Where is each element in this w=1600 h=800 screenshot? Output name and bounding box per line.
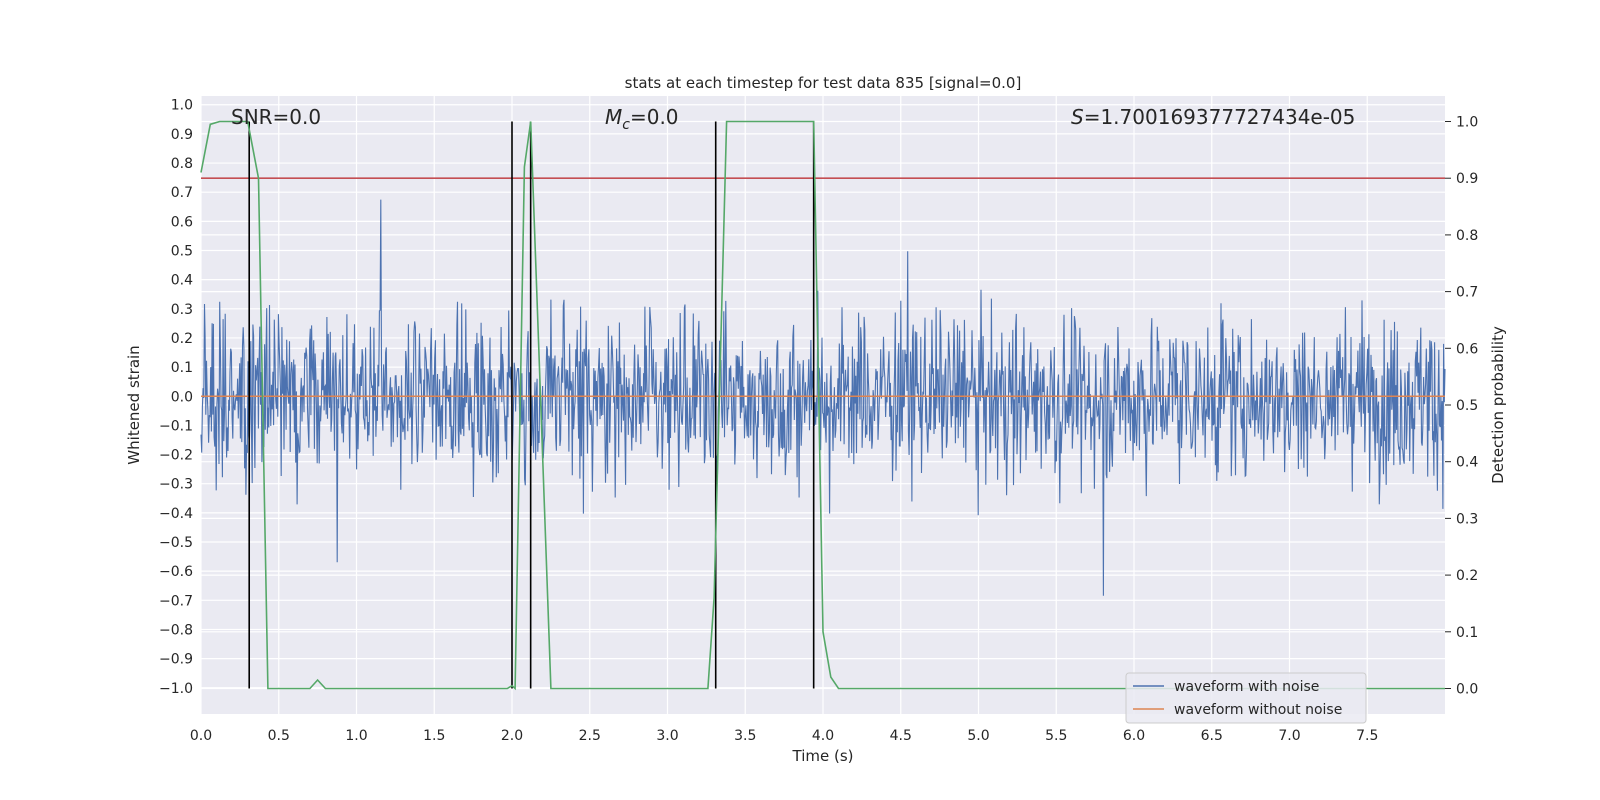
mc-value: =0.0 — [630, 105, 679, 129]
y-tick-label: −0.3 — [159, 477, 193, 493]
x-tick-label: 4.0 — [812, 728, 834, 744]
x-tick-label: 3.0 — [656, 728, 678, 744]
y-tick-label: 0.7 — [171, 185, 193, 201]
x-tick-label: 7.0 — [1278, 728, 1300, 744]
y-right-tick-label: 0.5 — [1456, 398, 1478, 414]
y-right-axis-ticks: 1.0 0.9 0.8 0.7 0.6 0.5 0.4 0.3 0.2 0.1 0.0 — [1445, 115, 1478, 697]
y-right-tick-label: 0.8 — [1456, 228, 1478, 244]
mc-symbol: M — [605, 105, 622, 129]
waveform-with-noise-series — [200, 199, 1446, 596]
y-tick-label: −0.1 — [159, 418, 193, 434]
y-tick-label: 0.5 — [171, 244, 193, 260]
legend-box — [1125, 672, 1367, 724]
y-right-tick-label: 0.4 — [1456, 455, 1478, 471]
y-tick-label: 1.0 — [171, 98, 193, 114]
chirp-mass-annotation: Mc=0.0 — [605, 105, 679, 133]
legend-label-clean: waveform without noise — [1174, 702, 1342, 718]
y-tick-label: −0.6 — [159, 564, 193, 580]
y-right-tick-label: 0.6 — [1456, 341, 1478, 357]
y-tick-label: −0.5 — [159, 535, 193, 551]
y-tick-label: 0.4 — [171, 273, 193, 289]
x-tick-label: 2.0 — [501, 728, 523, 744]
y-tick-label: −0.8 — [159, 622, 193, 638]
x-tick-label: 7.5 — [1356, 728, 1378, 744]
y-tick-label: −0.9 — [159, 652, 193, 668]
legend: waveform with noise waveform without noi… — [1125, 672, 1367, 724]
x-tick-label: 1.5 — [423, 728, 445, 744]
s-value: =1.700169377727434e-05 — [1084, 105, 1356, 129]
y-tick-label: 0.1 — [171, 360, 193, 376]
x-tick-label: 3.5 — [734, 728, 756, 744]
y-tick-label: 0.9 — [171, 127, 193, 143]
y-axis-label: Whitened strain — [125, 345, 143, 464]
s-annotation: S=1.700169377727434e-05 — [1071, 105, 1355, 129]
x-tick-label: 6.5 — [1201, 728, 1223, 744]
x-tick-label: 5.5 — [1045, 728, 1067, 744]
y-right-tick-label: 0.0 — [1456, 681, 1478, 697]
chart-lines — [200, 120, 1445, 691]
y-tick-label: 0.3 — [171, 302, 193, 318]
y-tick-label: −0.2 — [159, 448, 193, 464]
y-right-axis-label: Detection probability — [1489, 326, 1507, 484]
x-tick-label: 1.0 — [345, 728, 367, 744]
y-axis-ticks: 1.0 0.9 0.8 0.7 0.6 0.5 0.4 0.3 0.2 0.1 0.0 −0.1 −0.… — [159, 98, 193, 697]
x-axis-ticks: 0.0 0.5 1.0 1.5 2.0 2.5 3.0 3.5 4.0 4.5 5.0 5.5 6.0 6… — [190, 728, 1379, 744]
y-tick-label: −1.0 — [159, 681, 193, 697]
x-axis-label: Time (s) — [792, 747, 854, 765]
y-tick-label: 0.2 — [171, 331, 193, 347]
y-right-tick-label: 0.2 — [1456, 568, 1478, 584]
snr-annotation: SNR=0.0 — [231, 105, 321, 129]
s-symbol: S — [1071, 105, 1084, 129]
x-tick-label: 4.5 — [890, 728, 912, 744]
y-tick-label: −0.4 — [159, 506, 193, 522]
chart-title: stats at each timestep for test data 835… — [625, 74, 1022, 92]
x-tick-label: 0.5 — [268, 728, 290, 744]
mc-subscript: c — [622, 117, 630, 133]
y-tick-label: 0.0 — [171, 389, 193, 405]
y-tick-label: 0.6 — [171, 214, 193, 230]
y-right-tick-label: 0.7 — [1456, 285, 1478, 301]
y-right-tick-label: 0.9 — [1456, 171, 1478, 187]
y-right-tick-label: 1.0 — [1456, 115, 1478, 131]
y-right-tick-label: 0.1 — [1456, 625, 1478, 641]
x-tick-label: 5.0 — [967, 728, 989, 744]
legend-label-noise: waveform with noise — [1174, 679, 1319, 695]
x-tick-label: 6.0 — [1123, 728, 1145, 744]
x-tick-label: 0.0 — [190, 728, 212, 744]
x-tick-label: 2.5 — [579, 728, 601, 744]
y-tick-label: 0.8 — [171, 156, 193, 172]
y-tick-label: −0.7 — [159, 593, 193, 609]
waveform-with-noise-line — [200, 199, 1446, 596]
y-right-tick-label: 0.3 — [1456, 511, 1478, 527]
detection-probability-line — [200, 120, 1445, 691]
